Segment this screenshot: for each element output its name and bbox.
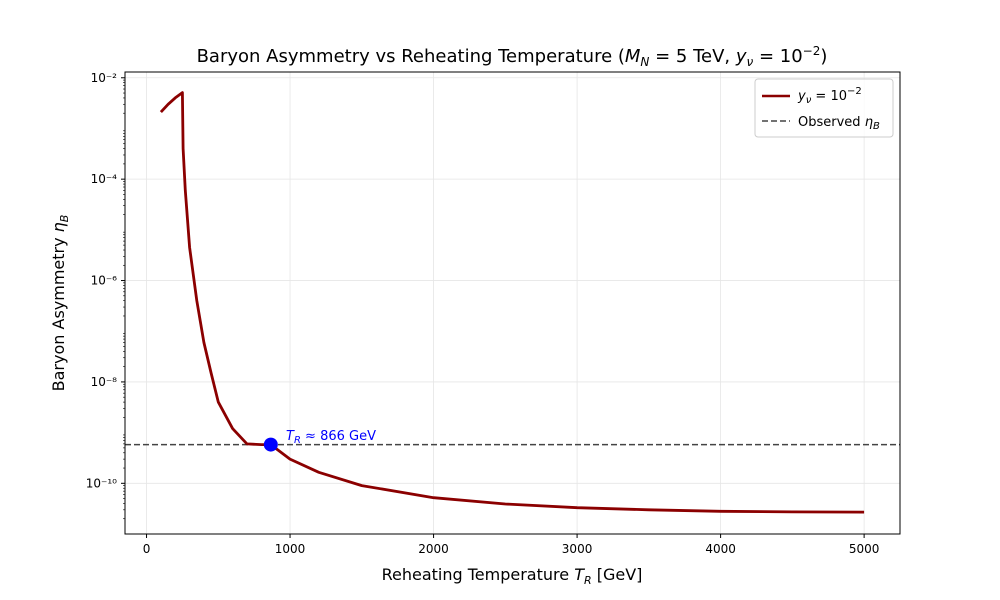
legend-label-model: yν = 10−2 bbox=[797, 86, 862, 106]
x-axis: 0 1000 2000 3000 4000 5000 bbox=[143, 534, 880, 556]
grid bbox=[125, 72, 900, 534]
x-tick-label: 5000 bbox=[849, 542, 880, 556]
y-tick-label: 10⁻⁴ bbox=[91, 172, 118, 186]
series-line-model bbox=[159, 91, 865, 514]
crossing-point bbox=[263, 437, 278, 452]
x-axis-label: Reheating Temperature TR [GeV] bbox=[382, 565, 643, 587]
x-tick-label: 4000 bbox=[705, 542, 736, 556]
legend-box bbox=[754, 78, 894, 138]
x-tick-label: 3000 bbox=[562, 542, 593, 556]
y-tick-label: 10⁻¹⁰ bbox=[86, 476, 117, 490]
x-tick-label: 1000 bbox=[275, 542, 306, 556]
y-axis: 10⁻¹⁰ 10⁻⁸ 10⁻⁶ 10⁻⁴ 10⁻² bbox=[86, 71, 125, 520]
x-tick-label: 2000 bbox=[418, 542, 449, 556]
annotation-text: TR ≈ 866 GeV bbox=[286, 429, 376, 446]
x-tick-label: 0 bbox=[143, 542, 151, 556]
y-axis-label: Baryon Asymmetry ηB bbox=[49, 215, 71, 392]
chart-title: Baryon Asymmetry vs Reheating Temperatur… bbox=[197, 44, 828, 69]
crossing-annotation: TR ≈ 866 GeV bbox=[286, 429, 376, 446]
legend: yν = 10−2 Observed ηB bbox=[754, 78, 894, 138]
y-tick-label: 10⁻⁸ bbox=[91, 375, 118, 389]
plot-area bbox=[125, 91, 900, 514]
y-tick-label: 10⁻⁶ bbox=[91, 274, 118, 288]
y-tick-label: 10⁻² bbox=[91, 71, 118, 85]
legend-label-observed: Observed ηB bbox=[798, 115, 880, 132]
plot-frame bbox=[124, 71, 901, 535]
